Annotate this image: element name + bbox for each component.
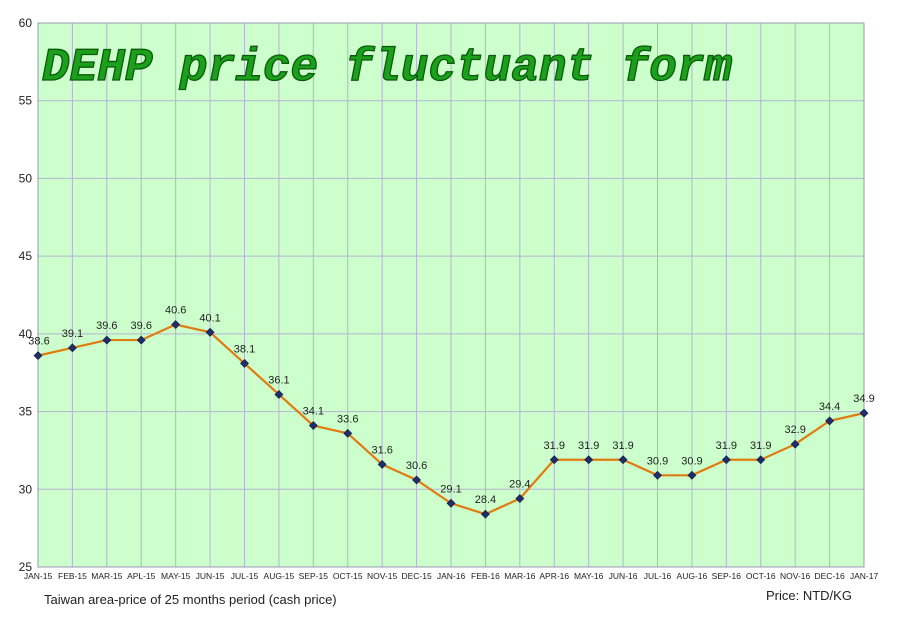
- data-label: 34.1: [303, 406, 324, 418]
- y-tick-label: 60: [19, 16, 33, 30]
- data-label: 38.1: [234, 343, 255, 355]
- data-label: 29.4: [509, 479, 530, 491]
- data-label: 31.6: [371, 444, 392, 456]
- x-tick-label: JUN-16: [609, 571, 638, 581]
- x-tick-label: JAN-16: [437, 571, 466, 581]
- x-tick-label: FEB-16: [471, 571, 500, 581]
- data-point: [67, 343, 77, 353]
- data-point: [205, 327, 215, 337]
- x-tick-label: APL-15: [127, 571, 156, 581]
- data-label: 31.9: [612, 440, 633, 452]
- chart-title: DEHP price fluctuant form: [42, 42, 733, 94]
- data-label: 34.4: [819, 401, 840, 413]
- x-tick-label: AUG-16: [677, 571, 708, 581]
- data-point: [343, 428, 353, 438]
- data-label: 31.9: [578, 440, 599, 452]
- data-label: 30.9: [681, 455, 702, 467]
- x-tick-label: MAY-16: [574, 571, 604, 581]
- x-tick-label: DEC-16: [814, 571, 845, 581]
- x-axis-ticks: JAN-15 FEB-15 MAR-15 APL-15 MAY-15 JUN-15 JUL-…: [24, 571, 879, 581]
- data-point: [377, 459, 387, 469]
- data-point: [584, 455, 594, 465]
- data-label: 32.9: [784, 424, 805, 436]
- data-label: 38.6: [28, 336, 49, 348]
- data-point: [790, 439, 800, 449]
- x-tick-label: MAY-15: [161, 571, 191, 581]
- data-label: 30.9: [647, 455, 668, 467]
- x-tick-label: AUG-15: [264, 571, 295, 581]
- data-point: [756, 455, 766, 465]
- plot-border: [37, 22, 865, 568]
- data-point: [515, 494, 525, 504]
- y-axis-ticks: 25 30 35 40 45 50 55 60: [19, 16, 33, 574]
- data-point: [240, 358, 249, 368]
- y-tick-label: 55: [19, 94, 33, 108]
- data-point: [618, 455, 628, 465]
- data-point: [171, 320, 181, 329]
- y-tick-label: 30: [19, 482, 33, 496]
- data-label: 31.9: [544, 440, 565, 452]
- data-point: [102, 335, 112, 345]
- x-tick-label: MAR-16: [504, 571, 535, 581]
- data-point: [446, 498, 456, 508]
- x-tick-label: APR-16: [539, 571, 569, 581]
- x-tick-label: NOV-16: [780, 571, 811, 581]
- data-label: 39.6: [96, 320, 117, 332]
- x-tick-label: JUL-15: [231, 571, 259, 581]
- x-tick-label: SEP-16: [712, 571, 742, 581]
- x-tick-label: MAR-15: [91, 571, 122, 581]
- data-label: 30.6: [406, 460, 427, 472]
- data-label: 39.6: [131, 320, 152, 332]
- data-point: [721, 455, 731, 465]
- x-tick-label: JUN-15: [196, 571, 225, 581]
- data-label: 40.6: [165, 305, 186, 317]
- x-tick-label: SEP-15: [299, 571, 329, 581]
- data-point: [33, 351, 43, 361]
- x-tick-label: JUL-16: [644, 571, 672, 581]
- data-label: 36.1: [268, 374, 289, 386]
- x-tick-label: DEC-15: [401, 571, 432, 581]
- x-axis-caption: Taiwan area-price of 25 months period (c…: [44, 592, 337, 607]
- data-label: 31.9: [716, 440, 737, 452]
- data-label: 28.4: [475, 494, 496, 506]
- x-tick-label: JAN-15: [24, 571, 53, 581]
- y-tick-label: 50: [19, 171, 33, 185]
- data-point: [136, 335, 146, 345]
- data-label: 29.1: [440, 483, 461, 495]
- y-tick-label: 40: [19, 327, 33, 341]
- data-point: [480, 509, 490, 519]
- x-tick-label: FEB-15: [58, 571, 87, 581]
- data-point: [412, 475, 422, 485]
- data-point: [859, 408, 869, 418]
- data-point: [687, 470, 697, 480]
- data-label: 40.1: [199, 312, 220, 324]
- x-tick-label: NOV-15: [367, 571, 398, 581]
- y-tick-label: 25: [19, 560, 33, 574]
- data-point: [653, 470, 662, 480]
- data-label: 39.1: [62, 328, 83, 340]
- unit-caption: Price: NTD/KG: [766, 588, 852, 603]
- data-point: [308, 421, 318, 430]
- series-markers: [33, 320, 869, 519]
- x-tick-label: OCT-16: [746, 571, 776, 581]
- data-point: [825, 416, 835, 426]
- x-tick-label: JAN-17: [850, 571, 879, 581]
- y-tick-label: 35: [19, 405, 33, 419]
- data-point: [274, 390, 284, 399]
- y-tick-label: 45: [19, 249, 33, 263]
- data-label: 34.9: [853, 393, 874, 405]
- data-label: 31.9: [750, 440, 771, 452]
- data-label: 33.6: [337, 413, 358, 425]
- data-point: [549, 455, 559, 465]
- data-labels: 38.6 39.1 39.6 39.6 40.6 40.1 38.1 36.1 34.1 33.6…: [28, 305, 874, 507]
- x-tick-label: OCT-15: [333, 571, 363, 581]
